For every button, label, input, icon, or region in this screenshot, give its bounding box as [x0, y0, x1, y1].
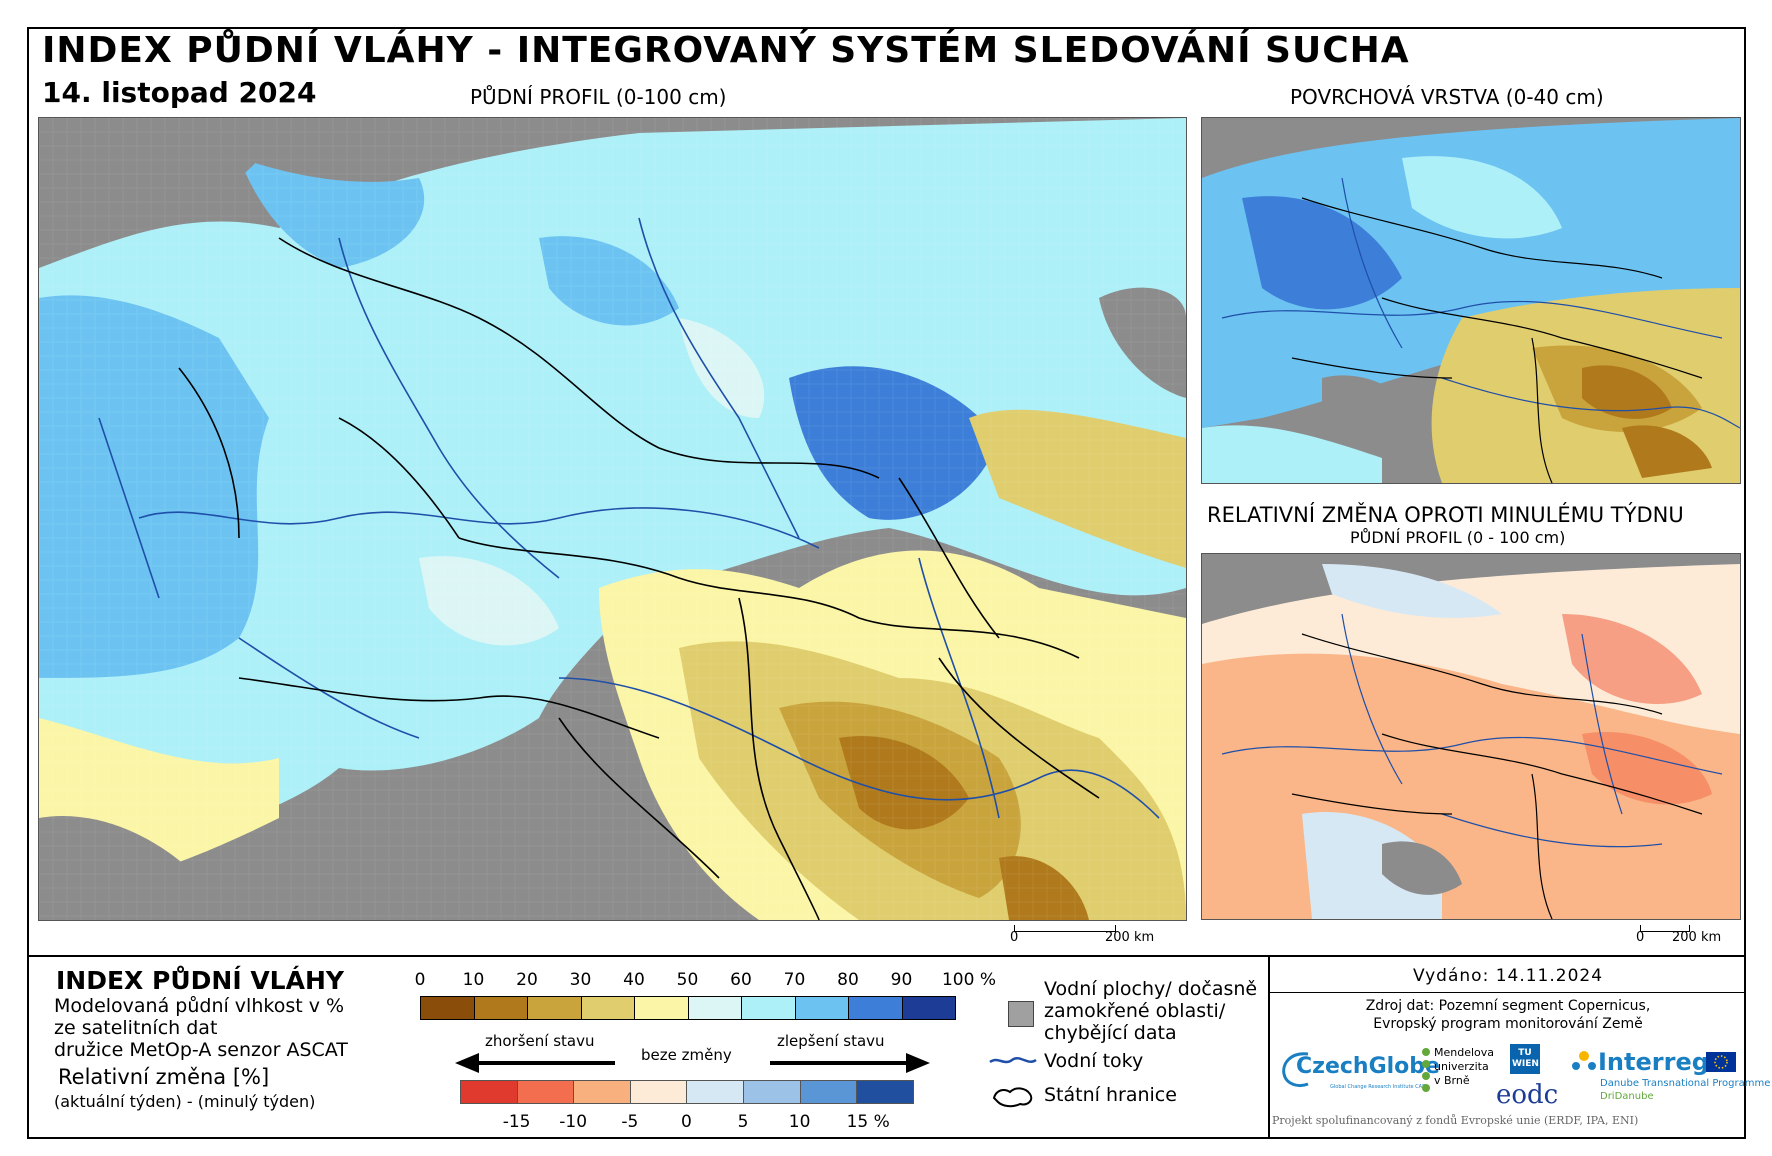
relative-change-title: Relativní změna [%]: [58, 1065, 270, 1089]
index-swatch: [420, 996, 475, 1020]
relative-change-description: (aktuální týden) - (minulý týden): [54, 1092, 316, 1111]
change-map-subcaption: PŮDNÍ PROFIL (0 - 100 cm): [1350, 528, 1566, 547]
index-tick-label: 60: [730, 970, 752, 990]
index-tick-label: 90: [890, 970, 913, 990]
change-swatch: [573, 1080, 631, 1104]
change-tick-label: -10: [559, 1112, 588, 1132]
index-tick-label: 0: [414, 970, 426, 990]
index-tick-label: 10: [462, 970, 485, 990]
small-scale-bar: [1640, 925, 1690, 932]
change-swatch: [516, 1080, 575, 1104]
page-title: INDEX PŮDNÍ VLÁHY - INTEGROVANÝ SYSTÉM S…: [42, 30, 1410, 71]
issue-date-title: 14. listopad 2024: [42, 76, 317, 109]
main-soil-moisture-map: [38, 117, 1187, 921]
change-tick-label: 0: [680, 1112, 692, 1132]
index-swatch: [848, 996, 903, 1020]
water-bodies-key-label: Vodní plochy/ dočasně zamokřené oblasti/…: [1044, 978, 1258, 1044]
funding-footer: Projekt spolufinancovaný z fondů Evropsk…: [1272, 1114, 1639, 1127]
river-line-icon: [989, 1057, 1037, 1064]
worse-arrow-icon: [455, 1053, 615, 1073]
change-swatch: [856, 1080, 914, 1104]
better-label: zlepšení stavu: [777, 1032, 885, 1050]
change-tick-label: -15: [502, 1112, 531, 1132]
index-swatch: [794, 996, 849, 1020]
index-tick-label: 50: [676, 970, 699, 990]
main-map-caption: PŮDNÍ PROFIL (0-100 cm): [470, 85, 727, 109]
rivers-key-label: Vodní toky: [1044, 1050, 1144, 1072]
index-swatch: [687, 996, 742, 1020]
surface-map-caption: POVRCHOVÁ VRSTVA (0-40 cm): [1290, 85, 1604, 109]
change-swatch: [629, 1080, 688, 1104]
index-swatch: [901, 996, 956, 1020]
index-tick-label: 20: [516, 970, 538, 990]
index-tick-label: 100 %: [941, 970, 997, 990]
legend-divider: [27, 955, 1746, 957]
info-divider: [1268, 955, 1270, 1139]
index-swatch: [741, 996, 796, 1020]
change-swatch: [743, 1080, 801, 1104]
worse-label: zhoršení stavu: [485, 1032, 595, 1050]
change-tick-label: 5: [737, 1112, 749, 1132]
index-tick-label: 30: [569, 970, 592, 990]
change-map-caption: RELATIVNÍ ZMĚNA OPROTI MINULÉMU TÝDNU: [1207, 503, 1684, 527]
index-tick-label: 80: [837, 970, 859, 990]
main-scale-label: 200 km: [1105, 930, 1155, 945]
nodata-swatch: [1008, 1001, 1034, 1027]
index-swatch: [473, 996, 528, 1020]
borders-key-label: Státní hranice: [1044, 1084, 1177, 1106]
surface-layer-map: [1201, 117, 1741, 484]
change-tick-label: -5: [621, 1112, 639, 1132]
legend-title: INDEX PŮDNÍ VLÁHY: [56, 966, 344, 995]
change-swatch: [460, 1080, 518, 1104]
data-source: Zdroj dat: Pozemní segment Copernicus, E…: [1365, 998, 1651, 1032]
relative-change-map: [1201, 553, 1741, 920]
index-tick-label: 40: [623, 970, 645, 990]
border-outline-icon: [992, 1087, 1033, 1108]
main-scale-zero: 0: [1010, 930, 1019, 945]
eodc-logo: eodc: [1496, 1080, 1559, 1110]
change-tick-label: 10: [788, 1112, 811, 1132]
index-tick-label: 70: [783, 970, 806, 990]
interreg-logo: Interreg Danube Transnational Programme …: [1568, 1044, 1770, 1108]
index-swatch: [634, 996, 689, 1020]
index-swatch: [580, 996, 635, 1020]
change-tick-label: 15 %: [846, 1112, 890, 1132]
better-arrow-icon: [770, 1053, 930, 1073]
small-scale-zero: 0: [1636, 930, 1645, 945]
change-swatch: [799, 1080, 858, 1104]
tu-wien-logo: TU WIEN: [1510, 1044, 1540, 1074]
issued-divider: [1268, 992, 1746, 993]
nochange-label: beze změny: [641, 1046, 732, 1064]
change-swatch: [686, 1080, 744, 1104]
legend-description: Modelovaná půdní vlhkost v % ze satelitn…: [54, 995, 348, 1061]
index-swatch: [527, 996, 582, 1020]
issued-date: Vydáno: 14.11.2024: [1412, 966, 1604, 986]
main-scale-bar: [1014, 925, 1116, 932]
small-scale-label: 200 km: [1672, 930, 1722, 945]
